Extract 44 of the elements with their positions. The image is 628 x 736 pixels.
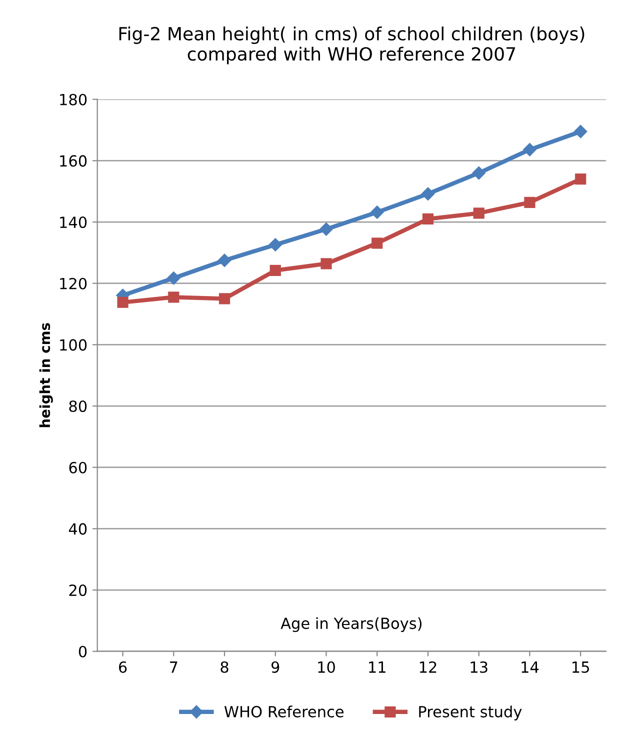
point (473, 208, 484, 219)
x-tick-label: 14 (522, 662, 539, 673)
y-tick-label: 40 (68, 523, 87, 535)
y-tick-label: 60 (69, 462, 87, 474)
y-tick-label: 80 (69, 400, 87, 412)
x-tick-label: 9 (271, 661, 280, 673)
x-tick-label: 6 (118, 661, 127, 673)
point (168, 292, 180, 303)
x-axis-title: Age in Years(Boys) (280, 617, 422, 632)
point (372, 238, 383, 249)
y-tick-label: 20 (69, 584, 87, 596)
point (524, 196, 536, 208)
chart-title: Fig-2 Mean height( in cms) of school children (boys) compared with WHO reference 2007 (119, 26, 584, 64)
x-tick-label: 10 (318, 661, 335, 673)
point (370, 206, 384, 219)
y-tick-label: 180 (60, 94, 87, 106)
point (422, 213, 434, 225)
legend-label: WHO Reference (224, 706, 344, 718)
point (472, 166, 486, 180)
point (320, 222, 333, 236)
point (575, 174, 586, 185)
point (218, 293, 230, 304)
point (268, 238, 282, 252)
point (574, 124, 588, 138)
y-axis-title: height in cms (39, 323, 53, 428)
y-tick-label: 120 (60, 278, 87, 290)
point (523, 143, 536, 156)
y-tick-label: 140 (60, 216, 87, 228)
y-tick-label: 100 (60, 339, 87, 351)
y-tick-label: 0 (78, 646, 87, 658)
x-tick-label: 11 (369, 662, 386, 673)
x-tick-label: 12 (420, 661, 436, 673)
x-tick-label: 7 (170, 662, 178, 673)
y-tick-label: 160 (60, 155, 87, 167)
point (421, 187, 435, 200)
x-tick-label: 8 (220, 661, 228, 673)
point (167, 272, 180, 285)
x-tick-label: 15 (572, 662, 589, 673)
point (320, 258, 332, 270)
point (117, 296, 128, 308)
point (218, 254, 232, 267)
point (270, 264, 281, 276)
legend-label: Present study (419, 706, 522, 720)
x-tick-label: 13 (470, 661, 488, 673)
